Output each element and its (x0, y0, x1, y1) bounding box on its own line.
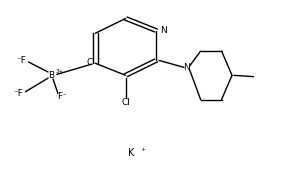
Text: ⁻F: ⁻F (16, 56, 26, 65)
Text: ⁻: ⁻ (96, 55, 100, 64)
Text: C: C (86, 58, 93, 67)
Text: K: K (128, 148, 135, 158)
Text: Cl: Cl (121, 98, 130, 107)
Text: N: N (183, 63, 190, 72)
Text: 3+: 3+ (55, 70, 64, 74)
Text: ⁻F: ⁻F (13, 89, 23, 99)
Text: N: N (160, 26, 166, 35)
Text: +: + (140, 147, 145, 152)
Text: F⁻: F⁻ (57, 92, 67, 101)
Text: B: B (48, 71, 55, 80)
